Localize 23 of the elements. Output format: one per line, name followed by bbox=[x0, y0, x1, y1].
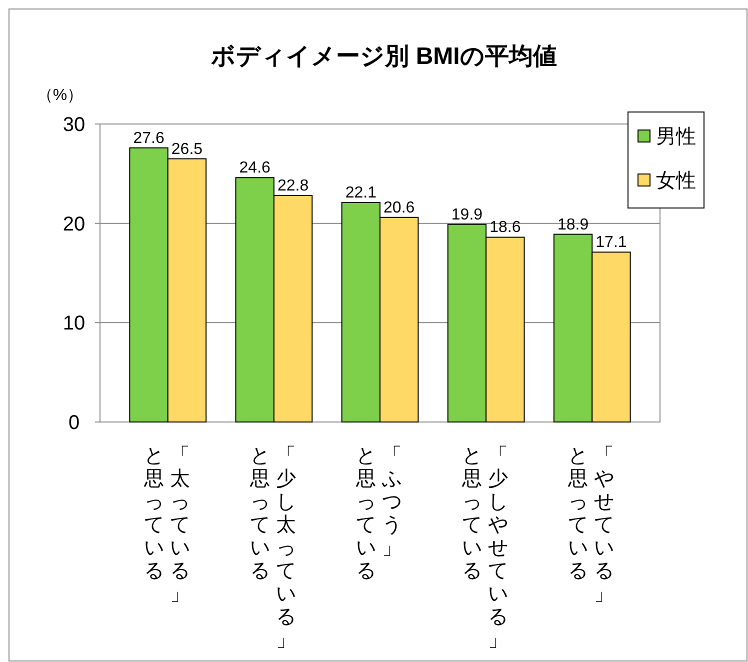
category-label: 「少しやせている」と思っている bbox=[462, 445, 508, 651]
legend-label: 男性 bbox=[656, 126, 696, 148]
data-label: 27.6 bbox=[133, 130, 164, 147]
category-label: 「ふつう」と思っている bbox=[356, 445, 402, 582]
category-label: 「少し太っている」と思っている bbox=[250, 445, 296, 651]
data-label: 18.6 bbox=[490, 219, 521, 236]
data-label: 18.9 bbox=[557, 216, 589, 234]
y-tick-label: 10 bbox=[62, 312, 86, 335]
data-label: 24.6 bbox=[239, 160, 271, 177]
y-tick-label: 20 bbox=[62, 213, 86, 236]
data-label: 22.8 bbox=[277, 178, 309, 195]
category-label: 「やせている」と思っている bbox=[568, 445, 614, 605]
data-label: 17.1 bbox=[596, 234, 627, 252]
chart-title: ボディイメージ別 BMIの平均値 bbox=[210, 43, 557, 70]
category-label: 「太っている」と思っている bbox=[144, 445, 190, 605]
y-tick-label: 0 bbox=[68, 412, 80, 434]
y-axis-title: （%） bbox=[36, 87, 84, 104]
data-label: 22.1 bbox=[345, 184, 377, 202]
legend-label: 女性 bbox=[656, 170, 696, 192]
data-label: 19.9 bbox=[451, 206, 483, 224]
data-label: 26.5 bbox=[171, 140, 203, 158]
y-tick-label: 30 bbox=[62, 114, 86, 136]
data-label: 20.6 bbox=[384, 199, 415, 216]
